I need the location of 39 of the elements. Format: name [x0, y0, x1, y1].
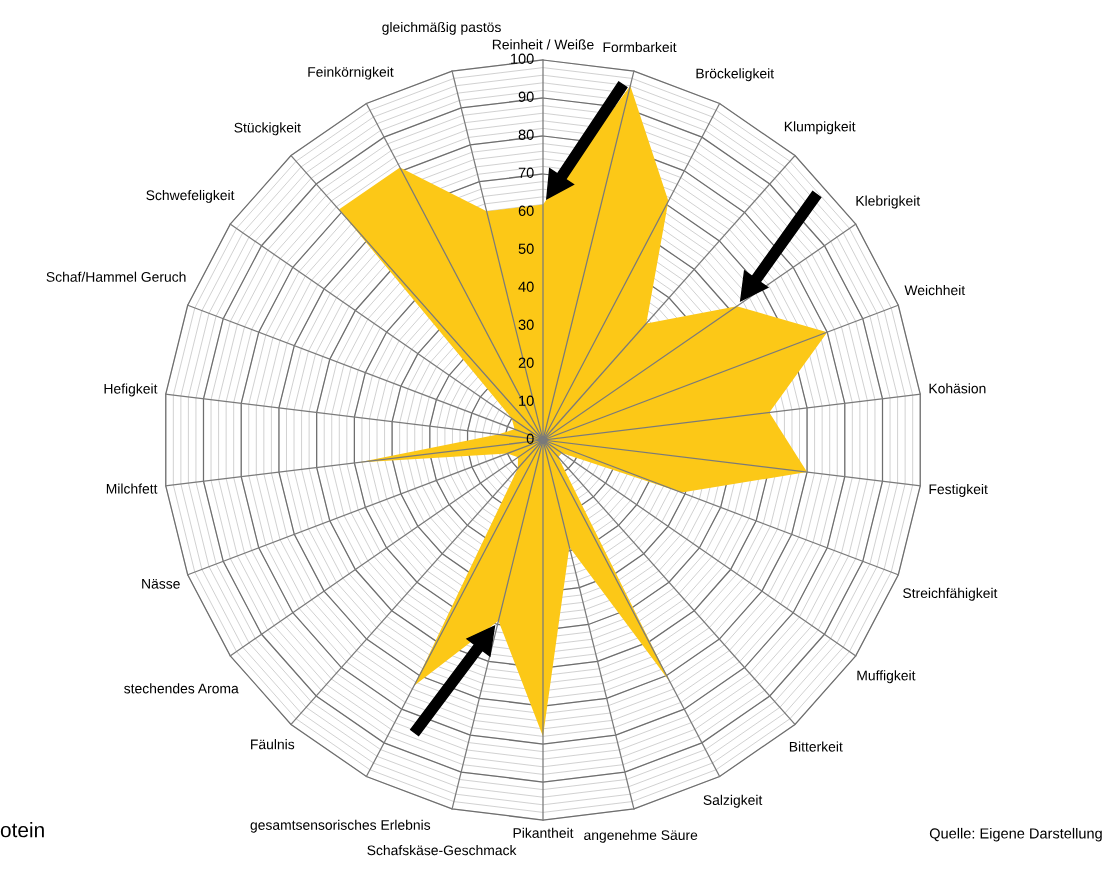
y-tick-label: 0	[526, 433, 534, 444]
spoke-label: Milchfett	[106, 483, 158, 494]
y-tick-label: 80	[518, 129, 534, 140]
spoke-label: Reinheit / Weiße	[492, 39, 594, 50]
y-tick-label: 40	[518, 281, 534, 292]
spoke-label: Weichheit	[904, 284, 966, 296]
spoke-label: Schaf/Hammel Geruch	[46, 271, 186, 282]
spoke-label: Nässe	[142, 579, 180, 589]
y-tick-label: 30	[518, 319, 534, 330]
spoke-label: Feinkörnigkeit	[308, 66, 394, 80]
spoke-label: Salzigkeit	[703, 794, 763, 808]
spoke-label: Bröckeligkeit	[696, 68, 774, 82]
spoke-label: angenehme Säure	[584, 829, 698, 843]
spoke-label: Formbarkeit	[603, 41, 677, 53]
y-tick-label: 70	[518, 167, 534, 178]
spoke-label: Streichfähigkeit	[903, 587, 998, 601]
text: otein	[0, 822, 44, 838]
y-tick-label: 60	[518, 205, 534, 216]
y-tick-label: 100	[511, 53, 534, 64]
y-tick-label: 10	[519, 395, 534, 406]
spoke-label: gleichmäßig pastös	[382, 21, 501, 35]
y-tick-label: 50	[518, 243, 534, 254]
y-tick-label: 20	[518, 357, 534, 368]
spoke-label: Klebrigkeit	[856, 195, 921, 209]
source-note: Quelle: Eigene Darstellung	[929, 827, 1102, 842]
spoke-label: Festigkeit	[929, 483, 988, 497]
spoke-label: Fäulnis	[251, 739, 295, 750]
spoke-label: Schwefeligkeit	[146, 189, 235, 203]
spoke-label: Kohäsion	[929, 383, 986, 394]
spoke-label: stechendes Aroma	[124, 683, 239, 694]
spoke-label: Schafskäse-Geschmack	[367, 845, 517, 856]
y-tick-label: 90	[518, 91, 534, 102]
spoke-label: Stückigkeit	[234, 122, 301, 136]
spoke-label: gesamtsensorisches Erlebnis	[250, 819, 431, 833]
spoke-label: Bitterkeit	[789, 741, 843, 752]
spoke-label: Pikantheit	[513, 827, 574, 838]
spoke-label: Muffigkeit	[857, 670, 916, 684]
spoke-label: Hefigkeit	[104, 383, 158, 397]
spoke-label: Klumpigkeit	[784, 121, 856, 135]
